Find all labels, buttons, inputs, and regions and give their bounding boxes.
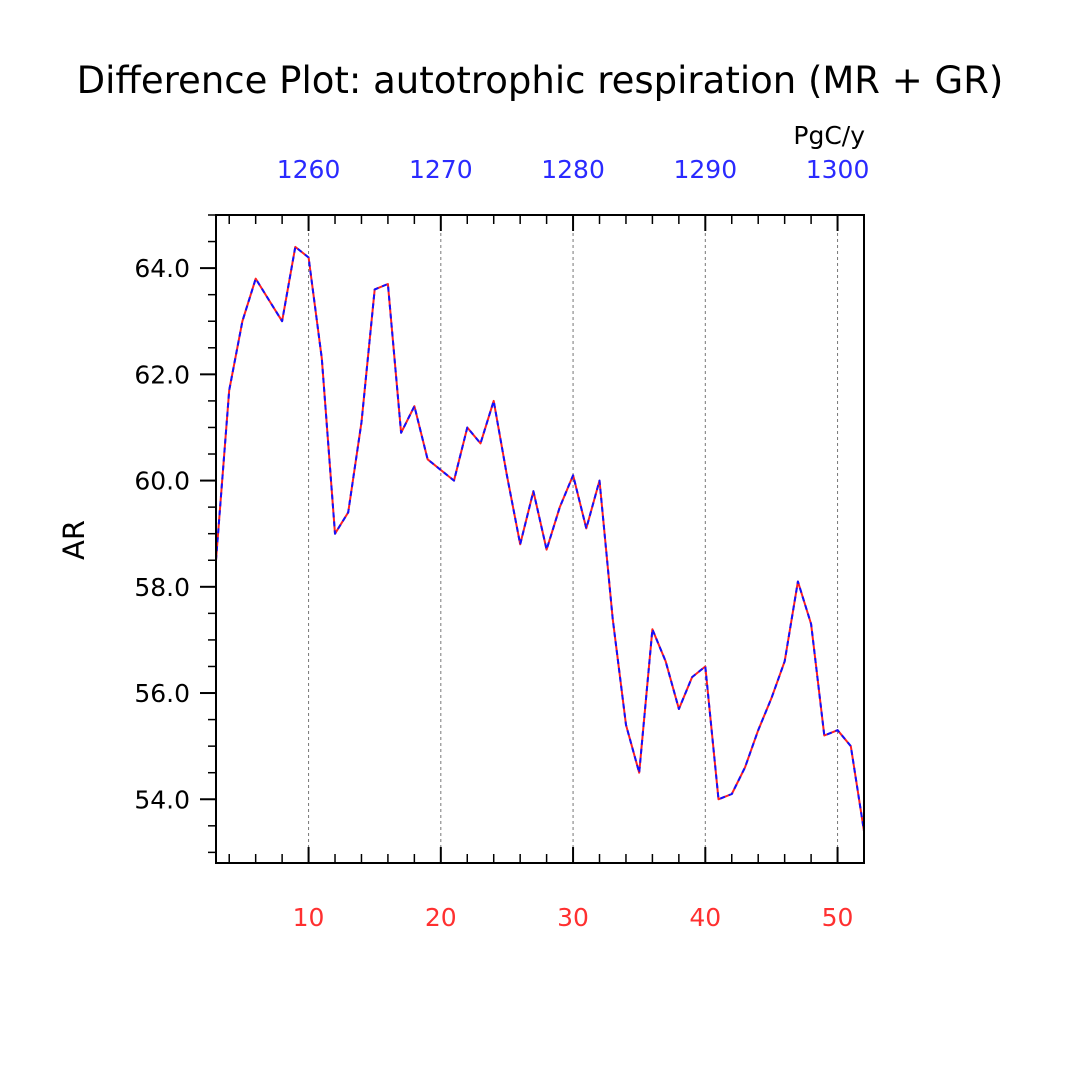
y-tick-labels: 54.0 56.0 58.0 60.0 62.0 64.0 xyxy=(134,254,190,814)
units-label: PgC/y xyxy=(793,121,865,150)
series-line-2 xyxy=(215,245,865,832)
x-tick-label-top: 1270 xyxy=(409,155,473,184)
x-tick-label-top: 1300 xyxy=(806,155,870,184)
axis-ticks xyxy=(200,214,865,863)
series-line-1 xyxy=(215,245,865,832)
y-tick-label: 56.0 xyxy=(134,679,190,708)
y-tick-label: 62.0 xyxy=(134,360,190,389)
plot-frame xyxy=(215,214,865,864)
y-tick-label: 64.0 xyxy=(134,254,190,283)
x-tick-label-bottom: 50 xyxy=(822,903,854,932)
x-tick-label-bottom: 20 xyxy=(425,903,457,932)
series-group xyxy=(215,245,865,832)
y-tick-label: 60.0 xyxy=(134,467,190,496)
y-axis-label: AR xyxy=(57,520,91,560)
x-tick-label-top: 1280 xyxy=(541,155,605,184)
gridlines xyxy=(308,215,839,863)
y-tick-label: 54.0 xyxy=(134,785,190,814)
x-tick-label-bottom: 10 xyxy=(293,903,325,932)
x-tick-label-bottom: 40 xyxy=(689,903,721,932)
x-tick-label-bottom: 30 xyxy=(557,903,589,932)
chart-title: Difference Plot: autotrophic respiration… xyxy=(77,59,1004,102)
x-tick-labels-bottom: 10 20 30 40 50 xyxy=(293,903,854,932)
x-tick-label-top: 1290 xyxy=(673,155,737,184)
x-tick-label-top: 1260 xyxy=(277,155,341,184)
y-tick-label: 58.0 xyxy=(134,573,190,602)
x-tick-labels-top: 1260 1270 1280 1290 1300 xyxy=(277,155,870,184)
